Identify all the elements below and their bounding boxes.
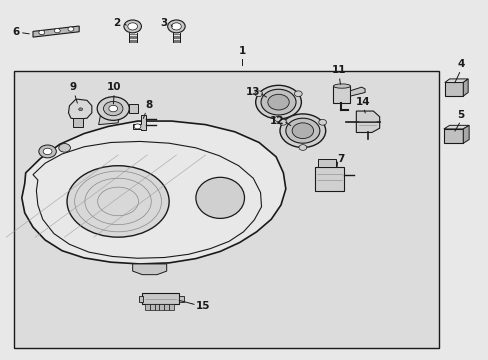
Circle shape — [167, 20, 185, 33]
Circle shape — [79, 108, 82, 111]
Bar — [14, 71, 438, 348]
Circle shape — [298, 145, 306, 150]
Text: 2: 2 — [113, 18, 121, 28]
Polygon shape — [68, 99, 92, 119]
Circle shape — [294, 91, 302, 96]
Bar — [138, 296, 143, 302]
Bar — [154, 304, 159, 310]
Circle shape — [127, 23, 137, 30]
Circle shape — [39, 30, 44, 35]
Polygon shape — [132, 264, 166, 275]
Circle shape — [134, 124, 141, 129]
Bar — [318, 158, 335, 167]
Bar — [169, 304, 174, 310]
Bar — [142, 293, 179, 304]
Circle shape — [318, 120, 326, 125]
Ellipse shape — [67, 166, 169, 237]
Text: 6: 6 — [12, 27, 20, 37]
Polygon shape — [33, 26, 79, 37]
Text: 15: 15 — [196, 301, 210, 311]
Ellipse shape — [333, 84, 350, 88]
Bar — [444, 82, 462, 96]
Bar — [164, 304, 169, 310]
Circle shape — [43, 148, 52, 155]
Circle shape — [68, 27, 74, 31]
Polygon shape — [444, 79, 467, 82]
Bar — [333, 86, 350, 103]
Text: 13: 13 — [245, 87, 260, 98]
Text: 5: 5 — [456, 110, 464, 120]
Circle shape — [123, 20, 141, 33]
Bar — [159, 304, 164, 310]
Bar — [314, 167, 344, 191]
Text: 10: 10 — [107, 82, 121, 92]
Polygon shape — [356, 111, 379, 132]
Circle shape — [103, 102, 122, 116]
Polygon shape — [350, 87, 365, 96]
Bar — [73, 118, 83, 127]
Circle shape — [109, 105, 117, 112]
Text: 12: 12 — [269, 116, 284, 126]
Text: 11: 11 — [331, 65, 346, 75]
Bar — [179, 296, 183, 302]
Bar — [149, 304, 154, 310]
Text: 9: 9 — [70, 82, 77, 93]
Circle shape — [280, 114, 325, 148]
Bar — [443, 129, 462, 143]
Polygon shape — [443, 125, 468, 129]
Circle shape — [255, 85, 301, 119]
Circle shape — [254, 91, 262, 96]
Circle shape — [267, 94, 288, 110]
Circle shape — [54, 28, 60, 33]
Circle shape — [171, 23, 181, 30]
Text: 1: 1 — [238, 46, 245, 56]
Polygon shape — [132, 115, 146, 130]
Text: 8: 8 — [145, 100, 152, 111]
Polygon shape — [462, 79, 467, 96]
Circle shape — [274, 116, 282, 122]
Circle shape — [59, 144, 70, 152]
Bar — [129, 104, 138, 113]
Polygon shape — [99, 105, 120, 125]
Polygon shape — [22, 121, 285, 264]
Circle shape — [261, 89, 295, 115]
Text: 14: 14 — [356, 97, 370, 107]
Circle shape — [39, 145, 56, 158]
Text: 3: 3 — [161, 18, 167, 28]
Circle shape — [291, 123, 313, 139]
Text: 7: 7 — [336, 154, 344, 163]
Circle shape — [279, 120, 286, 125]
Bar — [144, 304, 149, 310]
Circle shape — [285, 118, 319, 143]
Circle shape — [97, 97, 129, 120]
Ellipse shape — [196, 177, 244, 219]
Polygon shape — [462, 125, 468, 143]
Text: 4: 4 — [456, 59, 464, 69]
